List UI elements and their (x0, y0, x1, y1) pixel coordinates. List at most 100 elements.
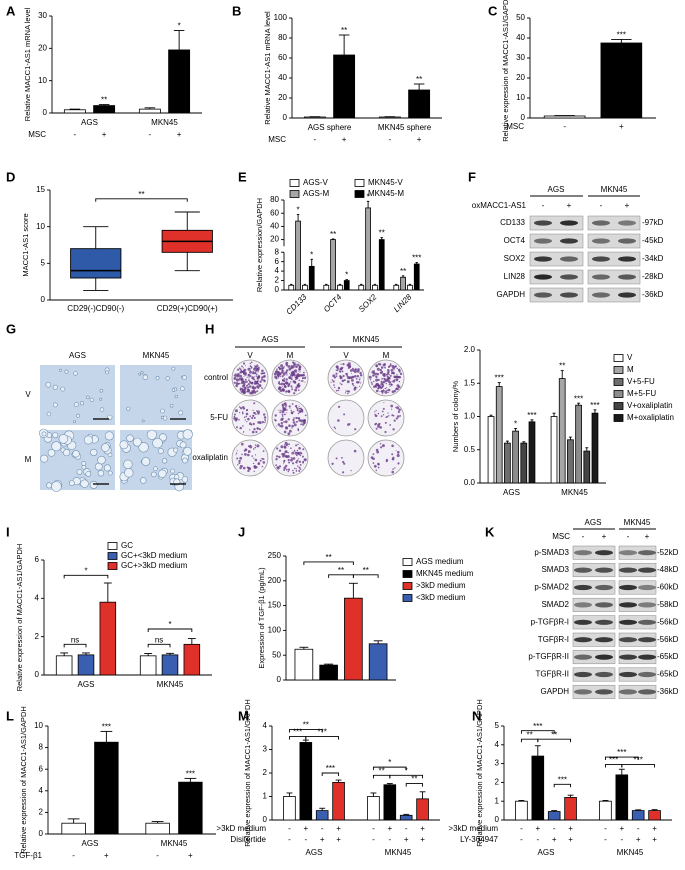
colony (264, 421, 266, 424)
colony (351, 379, 354, 382)
treatment-sign: - (627, 532, 630, 541)
colony (243, 416, 246, 419)
bar (583, 450, 591, 484)
colony (296, 454, 298, 457)
cell (180, 386, 185, 392)
significance: *** (326, 764, 335, 773)
bar (99, 601, 117, 676)
plate (327, 439, 365, 477)
blot-band (592, 256, 610, 262)
colony (288, 424, 291, 428)
colony (244, 453, 247, 456)
colony (255, 373, 258, 376)
colony (277, 423, 281, 426)
bar (332, 782, 345, 821)
colony (389, 363, 392, 365)
cell (89, 480, 98, 489)
colony (250, 366, 253, 369)
colony (283, 463, 284, 465)
colony (388, 415, 390, 417)
colony (354, 375, 357, 378)
treatment-sign: + (417, 135, 422, 144)
cell (81, 461, 87, 466)
colony (253, 402, 256, 405)
colony (382, 380, 386, 384)
colony (333, 426, 336, 429)
colony (342, 374, 345, 378)
colony (281, 410, 285, 414)
significance: * (178, 22, 181, 31)
colony (287, 381, 289, 383)
bar (63, 109, 86, 114)
colony (283, 366, 285, 368)
colony (383, 363, 386, 366)
blot-strip (572, 667, 616, 682)
colony (337, 386, 341, 390)
colony (394, 379, 396, 381)
cell (99, 397, 103, 401)
colony (285, 450, 288, 452)
colony (276, 466, 279, 469)
y-axis-label: Relative expression of MACC1-AS1/GAPDH (243, 699, 252, 847)
colony (295, 404, 298, 407)
colony (358, 378, 361, 381)
colony (351, 372, 352, 374)
colony (263, 379, 266, 383)
colony (333, 384, 335, 386)
x-tick-label: CD29(+)CD90(+) (157, 304, 218, 313)
cell (123, 459, 133, 469)
blot-strip (529, 233, 584, 249)
treatment-label: MSC (268, 135, 286, 144)
colony (277, 377, 279, 379)
colony (285, 464, 288, 468)
colony (255, 380, 259, 384)
colony (254, 371, 257, 374)
colony (287, 458, 290, 462)
significance: * (345, 271, 348, 280)
significance: * (388, 758, 391, 767)
colony (377, 463, 380, 466)
cell (182, 375, 187, 380)
colony (371, 371, 373, 374)
colony (298, 370, 300, 372)
blot-band (574, 550, 592, 556)
x-tick-label: MKN45 (151, 118, 178, 127)
significance: ** (400, 267, 406, 276)
cell (174, 394, 178, 399)
y-tick-label: 0 (43, 108, 48, 117)
colony (389, 424, 392, 426)
panel-letter: A (6, 3, 16, 18)
y-tick-label: 1.0 (464, 412, 476, 421)
colony (377, 466, 380, 469)
colony (384, 387, 386, 390)
colony (284, 447, 287, 449)
colony (380, 381, 384, 385)
colony (246, 421, 248, 423)
blot-band (592, 274, 610, 280)
significance-bracket (288, 736, 307, 740)
significance: * (405, 766, 408, 775)
x-tick-label: MKN45 sphere (378, 123, 432, 132)
colony (298, 460, 302, 463)
colony (239, 466, 242, 470)
cell (138, 372, 142, 376)
colony (234, 409, 238, 413)
significance: *** (634, 756, 643, 765)
colony (249, 370, 251, 372)
colony (261, 465, 264, 468)
significance: ** (101, 96, 107, 105)
significance: *** (590, 401, 599, 410)
y-tick-label: 3 (495, 759, 500, 768)
colony (245, 364, 247, 366)
protein-label: SMAD3 (541, 565, 569, 574)
colony (299, 407, 301, 410)
bar (648, 810, 661, 821)
colony (294, 449, 296, 452)
y-tick-label: 0.0 (464, 478, 476, 487)
colony (278, 449, 282, 452)
y-tick-label: 20 (278, 93, 287, 102)
treatment-sign: - (405, 824, 408, 833)
colony (275, 464, 278, 467)
treatment-sign: - (536, 835, 539, 844)
colony (351, 382, 354, 385)
